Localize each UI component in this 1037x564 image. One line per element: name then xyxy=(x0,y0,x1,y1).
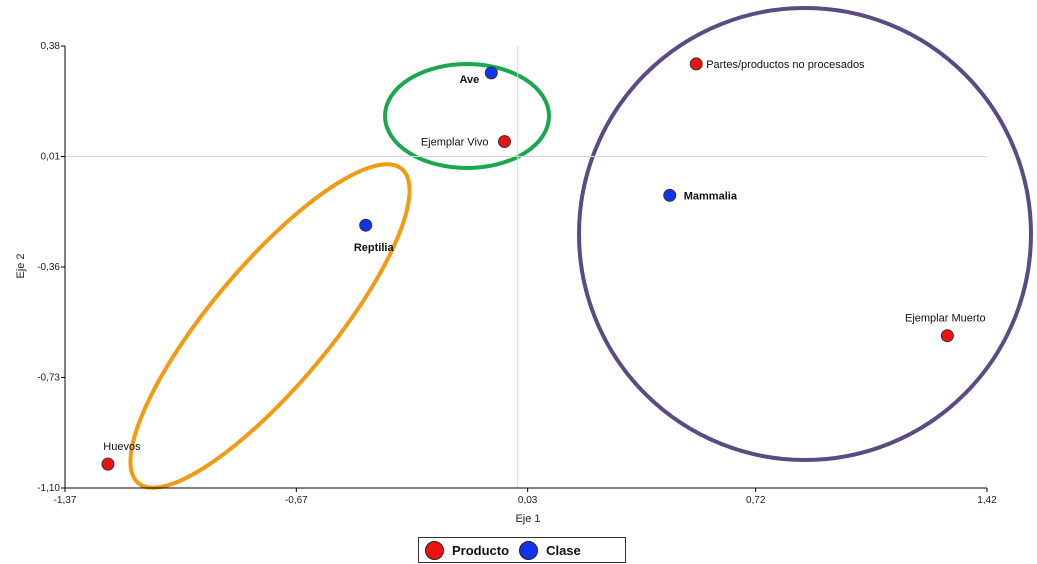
cluster-ellipse-3 xyxy=(577,6,1033,462)
legend-item-producto: Producto xyxy=(425,540,510,560)
legend-swatch-producto xyxy=(425,540,444,560)
y-tick-label: 0,01 xyxy=(41,152,61,163)
data-points: Partes/productos no procesados Ejemplar V… xyxy=(101,57,986,471)
x-tick-label: -1,37 xyxy=(54,495,77,506)
point-ejemplar-vivo xyxy=(498,135,512,149)
y-axis-title: Eje 2 xyxy=(15,253,27,278)
cluster-ellipses xyxy=(128,6,1033,490)
y-tick-label: 0,38 xyxy=(41,41,61,52)
axes: -1,37 -0,67 0,03 0,72 1,42 0,38 0,01 -0,36 -0,73… xyxy=(37,41,997,506)
x-tick-label: 1,42 xyxy=(977,495,997,506)
point-ave xyxy=(484,66,498,80)
x-tick-label: 0,03 xyxy=(518,495,538,506)
label-ejemplar-muerto: Ejemplar Muerto xyxy=(905,313,986,325)
y-tick-label: -0,36 xyxy=(37,262,60,273)
legend-label-producto: Producto xyxy=(452,542,510,558)
label-huevos: Huevos xyxy=(103,441,141,453)
cluster-ellipse-2 xyxy=(128,162,412,490)
legend: Producto Clase xyxy=(418,537,626,563)
label-ave: Ave xyxy=(460,74,480,86)
label-partes-productos-no-procesados: Partes/productos no procesados xyxy=(706,59,865,71)
y-tick-label: -0,73 xyxy=(37,373,60,384)
point-huevos xyxy=(101,457,115,471)
legend-swatch-clase xyxy=(519,540,539,560)
point-mammalia xyxy=(663,188,677,202)
label-ejemplar-vivo: Ejemplar Vivo xyxy=(421,137,489,149)
legend-item-clase: Clase xyxy=(519,540,581,560)
point-ejemplar-muerto xyxy=(940,329,954,343)
label-reptilia: Reptilia xyxy=(354,242,395,254)
x-axis-title: Eje 1 xyxy=(515,513,540,525)
x-tick-label: 0,72 xyxy=(746,495,766,506)
point-partes-productos-no-procesados xyxy=(689,57,703,71)
point-reptilia xyxy=(359,218,373,232)
cluster-ellipse-1 xyxy=(383,62,551,170)
legend-label-clase: Clase xyxy=(546,542,581,558)
x-tick-label: -0,67 xyxy=(285,495,308,506)
scatter-chart: -1,37 -0,67 0,03 0,72 1,42 0,38 0,01 -0,36 -0,73… xyxy=(15,6,1033,525)
reference-lines xyxy=(65,46,987,488)
y-tick-label: -1,10 xyxy=(37,483,60,494)
label-mammalia: Mammalia xyxy=(684,190,738,202)
